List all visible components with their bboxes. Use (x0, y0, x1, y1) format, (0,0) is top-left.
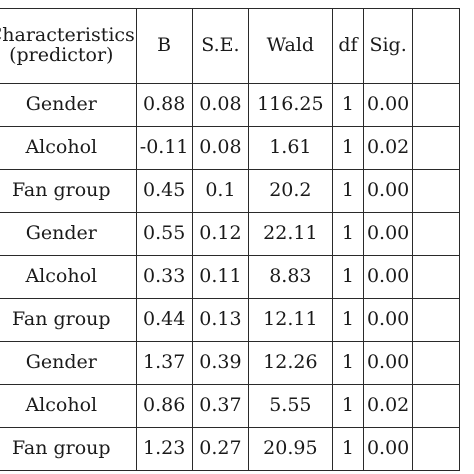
cell-sig: 0.00 (363, 341, 413, 385)
cell-wald: 12.11 (248, 298, 333, 342)
header-characteristics-line1: Characteristics (0, 24, 135, 47)
cell-b: -0.11 (135, 126, 193, 170)
table-row: Fan group 0.45 0.1 20.2 1 0.00 (0, 169, 461, 213)
header-wald: Wald (248, 8, 333, 84)
table-row: Alcohol 0.33 0.11 8.83 1 0.00 (0, 255, 461, 299)
header-b: B (135, 8, 193, 84)
cell-b: 0.33 (135, 255, 193, 299)
cell-se: 0.08 (191, 83, 250, 127)
cell-extra (411, 169, 461, 213)
cell-df: 1 (331, 298, 365, 342)
table-row: Fan group 1.23 0.27 20.95 1 0.00 (0, 427, 461, 471)
header-sig: Sig. (363, 8, 413, 84)
cell-b: 0.86 (135, 384, 193, 428)
cell-se: 0.37 (191, 384, 250, 428)
cell-wald: 22.11 (248, 212, 333, 256)
cell-df: 1 (331, 126, 365, 170)
cell-extra (411, 427, 461, 471)
cell-wald: 12.26 (248, 341, 333, 385)
cell-sig: 0.00 (363, 298, 413, 342)
cell-wald: 5.55 (248, 384, 333, 428)
cell-predictor: Fan group (0, 298, 137, 342)
cell-wald: 20.2 (248, 169, 333, 213)
cell-predictor: Alcohol (0, 126, 137, 170)
cell-extra (411, 341, 461, 385)
table-body: Gender 0.88 0.08 116.25 1 0.00 Alcohol -0.11 0.0… (0, 83, 461, 471)
cell-predictor: Fan group (0, 169, 137, 213)
cell-sig: 0.00 (363, 169, 413, 213)
cell-predictor: Gender (0, 341, 137, 385)
cell-se: 0.11 (191, 255, 250, 299)
cell-wald: 1.61 (248, 126, 333, 170)
cell-predictor: Alcohol (0, 255, 137, 299)
cell-predictor: Gender (0, 83, 137, 127)
regression-table: Characteristics (predictor) B S.E. Wald … (0, 8, 461, 471)
header-extra (411, 8, 461, 84)
cell-extra (411, 384, 461, 428)
cell-wald: 8.83 (248, 255, 333, 299)
table-row: Alcohol -0.11 0.08 1.61 1 0.02 (0, 126, 461, 170)
cell-se: 0.1 (191, 169, 250, 213)
cell-sig: 0.00 (363, 83, 413, 127)
table-row: Gender 0.55 0.12 22.11 1 0.00 (0, 212, 461, 256)
cell-df: 1 (331, 255, 365, 299)
cell-b: 0.44 (135, 298, 193, 342)
cell-predictor: Gender (0, 212, 137, 256)
cell-b: 0.88 (135, 83, 193, 127)
cell-sig: 0.00 (363, 212, 413, 256)
cell-wald: 116.25 (248, 83, 333, 127)
cell-predictor: Alcohol (0, 384, 137, 428)
table-row: Alcohol 0.86 0.37 5.55 1 0.02 (0, 384, 461, 428)
cell-se: 0.13 (191, 298, 250, 342)
cell-se: 0.39 (191, 341, 250, 385)
cell-df: 1 (331, 427, 365, 471)
cell-b: 0.55 (135, 212, 193, 256)
header-se: S.E. (191, 8, 250, 84)
cell-se: 0.08 (191, 126, 250, 170)
header-characteristics: Characteristics (predictor) (0, 8, 137, 84)
cell-b: 1.37 (135, 341, 193, 385)
cell-df: 1 (331, 384, 365, 428)
header-characteristics-line2: (predictor) (9, 44, 114, 66)
cell-wald: 20.95 (248, 427, 333, 471)
cell-df: 1 (331, 169, 365, 213)
cell-b: 1.23 (135, 427, 193, 471)
cell-se: 0.12 (191, 212, 250, 256)
table-row: Fan group 0.44 0.13 12.11 1 0.00 (0, 298, 461, 342)
cell-b: 0.45 (135, 169, 193, 213)
header-df: df (331, 8, 365, 84)
cell-extra (411, 298, 461, 342)
cell-extra (411, 212, 461, 256)
header-row: Characteristics (predictor) B S.E. Wald … (0, 8, 461, 84)
cell-extra (411, 255, 461, 299)
table-row: Gender 0.88 0.08 116.25 1 0.00 (0, 83, 461, 127)
cell-sig: 0.00 (363, 427, 413, 471)
cell-sig: 0.02 (363, 384, 413, 428)
cell-extra (411, 83, 461, 127)
cell-se: 0.27 (191, 427, 250, 471)
cell-df: 1 (331, 341, 365, 385)
cell-sig: 0.02 (363, 126, 413, 170)
table-row: Gender 1.37 0.39 12.26 1 0.00 (0, 341, 461, 385)
cell-df: 1 (331, 83, 365, 127)
cell-extra (411, 126, 461, 170)
cell-df: 1 (331, 212, 365, 256)
cell-predictor: Fan group (0, 427, 137, 471)
cell-sig: 0.00 (363, 255, 413, 299)
